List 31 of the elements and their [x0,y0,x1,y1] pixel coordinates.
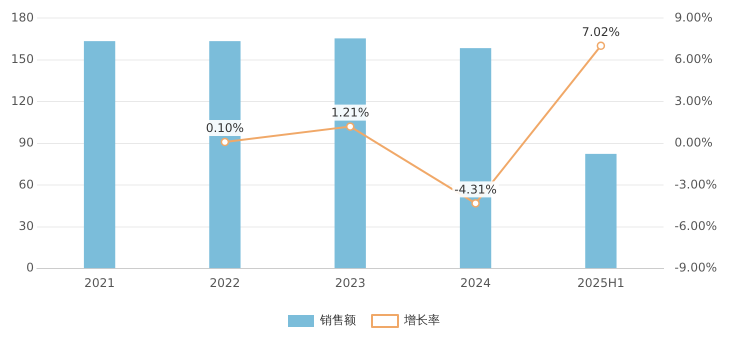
point [220,138,230,146]
point [471,199,480,208]
y-tick-label: 90 [18,136,34,150]
point [596,41,606,50]
y2-tick-label: 0.00% [674,136,713,150]
y2-tick-label: 3.00% [674,94,713,108]
data-label: 0.10% [206,121,244,136]
y-tick-label: 0 [26,260,34,275]
x-tick-label: 2024 [460,276,491,290]
x-tick-label: 2025H1 [577,276,624,290]
y-tick-label: 60 [18,177,34,192]
y2-tick-label: -3.00% [674,177,717,192]
data-label: -4.31% [454,182,497,196]
point [346,122,354,131]
x-tick-label: 2023 [334,276,366,290]
y-tick-label: 120 [11,94,34,108]
x-tick-label: 2022 [210,276,240,290]
legend-label: 销售额 [319,313,356,328]
y2-tick-label: -6.00% [674,218,717,233]
y-tick-label: 180 [11,10,34,24]
data-label: 7.02% [582,24,620,39]
y-tick-label: 30 [18,218,34,233]
legend-label: 增长率 [403,313,440,328]
bar [585,154,617,268]
y2-tick-label: -9.00% [674,260,717,275]
y-tick-label: 150 [11,52,34,66]
bar [84,41,116,268]
y2-tick-label: 6.00% [674,52,713,66]
y2-tick-label: 9.00% [674,10,713,24]
x-tick-label: 2021 [84,276,115,290]
data-label: 1.21% [331,106,370,120]
